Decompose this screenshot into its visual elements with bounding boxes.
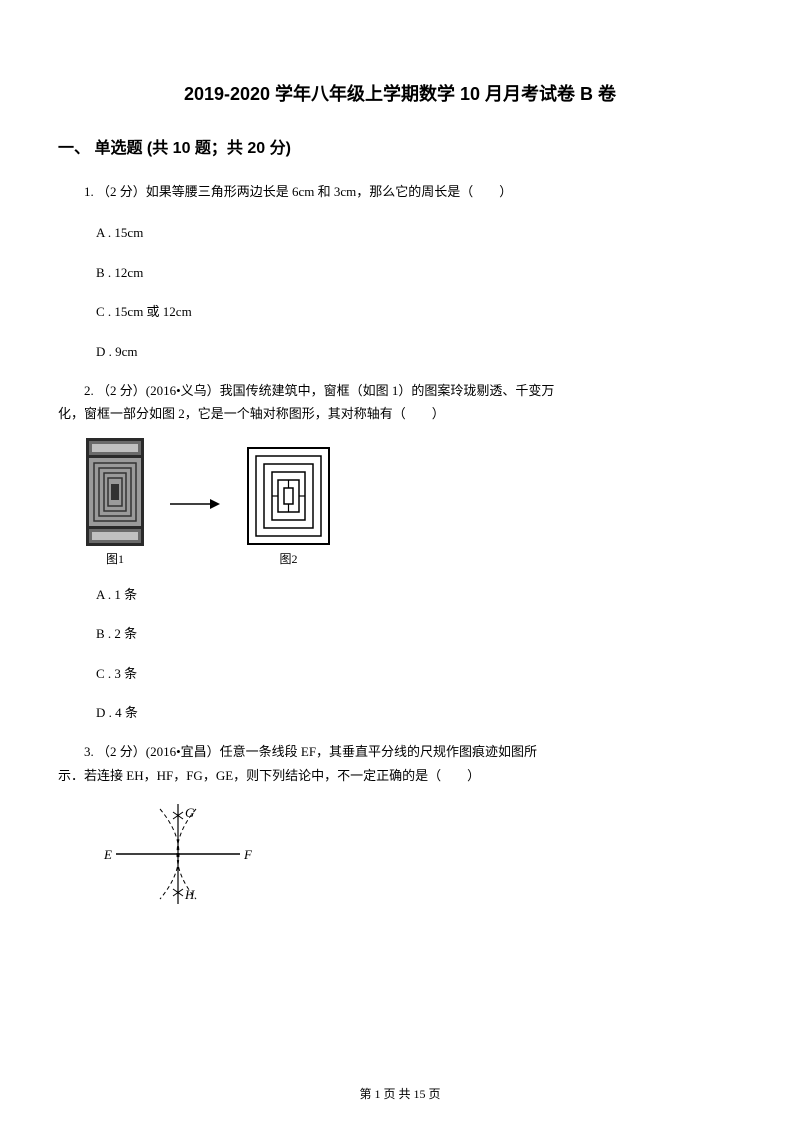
q1-text: 1. （2 分）如果等腰三角形两边长是 6cm 和 3cm，那么它的周长是（ ）	[58, 180, 742, 203]
label-h: H	[184, 887, 195, 902]
q2-fig1-label: 图1	[106, 550, 124, 567]
q1-option-d: D . 9cm	[58, 340, 742, 363]
q2-fig2-label: 图2	[279, 550, 297, 567]
window-frame-diagram-icon	[246, 446, 331, 546]
q2-option-d: D . 4 条	[58, 701, 742, 724]
q2-option-b: B . 2 条	[58, 622, 742, 645]
q2-option-a: A . 1 条	[58, 583, 742, 606]
page-title: 2019-2020 学年八年级上学期数学 10 月月考试卷 B 卷	[58, 80, 742, 106]
label-g: G	[185, 805, 195, 820]
label-e: E	[103, 847, 112, 862]
q2-figure2-group: 图2	[246, 446, 331, 567]
page-footer: 第 1 页 共 15 页	[0, 1085, 800, 1102]
q2-figure1-group: 图1	[86, 438, 144, 567]
q1-option-b: B . 12cm	[58, 261, 742, 284]
q2-option-c: C . 3 条	[58, 662, 742, 685]
question-3: 3. （2 分）(2016•宜昌）任意一条线段 EF，其垂直平分线的尺规作图痕迹…	[58, 740, 742, 914]
arrow-right-icon	[170, 492, 220, 519]
q2-text-line2: 化，窗框一部分如图 2，它是一个轴对称图形，其对称轴有（ ）	[58, 402, 742, 425]
section-header: 一、 单选题 (共 10 题；共 20 分)	[58, 134, 742, 158]
q3-text-line1: 3. （2 分）(2016•宜昌）任意一条线段 EF，其垂直平分线的尺规作图痕迹…	[58, 740, 742, 763]
q3-diagram: E F G H	[98, 799, 742, 914]
q1-option-c: C . 15cm 或 12cm	[58, 300, 742, 323]
q1-option-a: A . 15cm	[58, 221, 742, 244]
label-f: F	[243, 847, 253, 862]
question-2: 2. （2 分）(2016•义乌）我国传统建筑中，窗框（如图 1）的图案玲珑剔透…	[58, 379, 742, 724]
q2-text-line1: 2. （2 分）(2016•义乌）我国传统建筑中，窗框（如图 1）的图案玲珑剔透…	[58, 379, 742, 402]
perpendicular-bisector-icon: E F G H	[98, 799, 258, 909]
q3-text-line2: 示．若连接 EH，HF，FG，GE，则下列结论中，不一定正确的是（ ）	[58, 764, 742, 787]
question-1: 1. （2 分）如果等腰三角形两边长是 6cm 和 3cm，那么它的周长是（ ）…	[58, 180, 742, 363]
q2-figures: 图1 图2	[86, 438, 742, 567]
window-frame-photo-icon	[86, 438, 144, 546]
